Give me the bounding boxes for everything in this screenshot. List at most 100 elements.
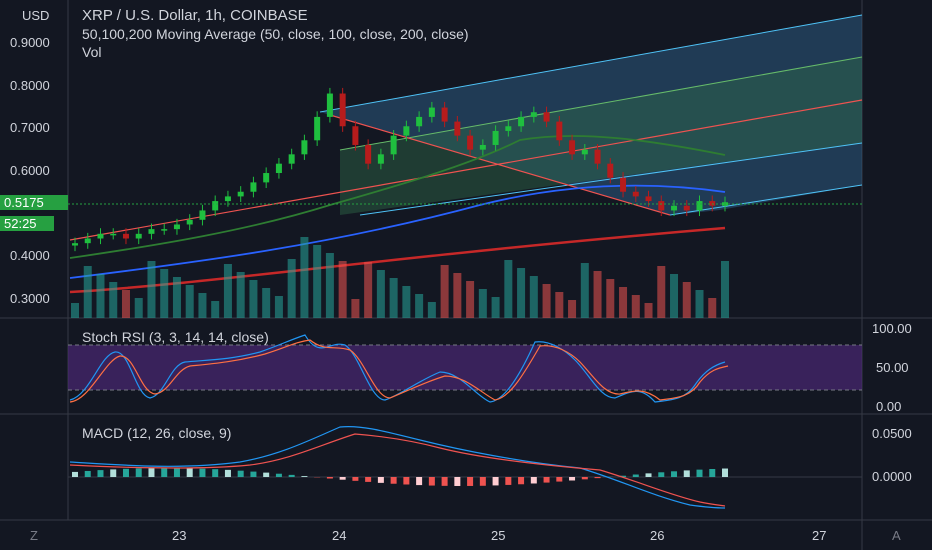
volume-bar <box>313 245 322 318</box>
candle[interactable] <box>454 121 461 136</box>
candle[interactable] <box>263 173 270 183</box>
volume-bar <box>708 298 717 318</box>
candle[interactable] <box>250 182 257 192</box>
candle[interactable] <box>479 144 486 150</box>
volume-bar <box>517 268 526 318</box>
macd-hist-bar <box>72 471 78 477</box>
macd-histogram <box>72 468 728 486</box>
volume-bar <box>402 286 411 318</box>
macd-hist-bar <box>722 468 728 477</box>
candle[interactable] <box>288 154 295 164</box>
candle[interactable] <box>326 93 333 117</box>
volume-bar <box>249 280 258 318</box>
candle[interactable] <box>530 112 537 117</box>
macd-hist-bar <box>441 477 448 486</box>
candle[interactable] <box>492 130 499 145</box>
vol-legend[interactable]: Vol <box>82 44 102 60</box>
candle[interactable] <box>199 210 206 220</box>
candle[interactable] <box>212 201 219 211</box>
stoch-label[interactable]: Stoch RSI (3, 3, 14, 14, close) <box>82 329 269 345</box>
macd-hist-bar <box>326 477 333 479</box>
candle[interactable] <box>607 163 614 178</box>
pitchfork-channel <box>69 14 863 241</box>
candle[interactable] <box>403 126 410 136</box>
candle[interactable] <box>467 135 474 150</box>
candle[interactable] <box>620 177 627 192</box>
candle[interactable] <box>594 149 601 164</box>
candle[interactable] <box>428 107 435 117</box>
candle[interactable] <box>709 201 716 206</box>
candle[interactable] <box>84 238 91 244</box>
candle[interactable] <box>122 233 129 239</box>
candle[interactable] <box>224 196 231 202</box>
price-tick-3: 0.6000 <box>10 163 50 178</box>
volume-bar <box>351 299 360 318</box>
volume-bar <box>211 301 220 318</box>
candle[interactable] <box>173 224 180 230</box>
candle[interactable] <box>581 149 588 155</box>
macd-hist-bar <box>454 477 461 486</box>
macd-hist-bar <box>594 477 601 479</box>
time-tick-26: 26 <box>650 528 665 543</box>
macd-hist-bar <box>683 470 690 477</box>
macd-hist-bar <box>428 477 435 486</box>
macd-hist-bar <box>237 470 244 477</box>
candle[interactable] <box>237 191 244 197</box>
volume-bar <box>364 262 373 318</box>
macd-hist-bar <box>543 477 550 483</box>
macd-hist-bar <box>416 477 423 486</box>
volume-bar <box>631 295 640 318</box>
macd-label[interactable]: MACD (12, 26, close, 9) <box>82 425 232 441</box>
macd-hist-bar <box>709 469 716 477</box>
volume-bar <box>721 261 729 318</box>
candle[interactable] <box>275 163 282 174</box>
macd-tick-1: 0.0000 <box>872 469 912 484</box>
currency-label[interactable]: USD <box>22 8 50 23</box>
ma-legend[interactable]: 50,100,200 Moving Average (50, close, 10… <box>82 26 469 42</box>
candle[interactable] <box>352 126 359 145</box>
candle[interactable] <box>339 93 346 127</box>
candle[interactable] <box>416 116 423 127</box>
candle[interactable] <box>518 116 525 127</box>
volume-bar <box>542 284 551 318</box>
candle[interactable] <box>301 140 308 155</box>
candle[interactable] <box>186 219 193 225</box>
candle[interactable] <box>569 140 576 155</box>
volume-bar <box>121 290 130 318</box>
candle[interactable] <box>671 205 678 211</box>
macd-hist-bar <box>84 470 91 477</box>
candle[interactable] <box>97 233 104 239</box>
candle[interactable] <box>148 229 155 234</box>
candle[interactable] <box>658 201 665 211</box>
candle[interactable] <box>314 116 321 141</box>
time-axis-right-button[interactable]: A <box>892 528 901 543</box>
time-axis-left-button[interactable]: Z <box>30 528 38 543</box>
candle[interactable] <box>696 201 703 211</box>
candle[interactable] <box>543 112 550 122</box>
candle[interactable] <box>556 121 563 141</box>
macd-hist-bar <box>263 472 270 477</box>
macd-hist-bar <box>671 471 678 477</box>
candle[interactable] <box>505 126 512 131</box>
candle[interactable] <box>645 196 652 202</box>
volume-bar <box>147 261 156 318</box>
time-tick-27: 27 <box>812 528 827 543</box>
candle[interactable] <box>390 135 397 155</box>
candle[interactable] <box>161 229 168 231</box>
candle[interactable] <box>441 107 448 122</box>
macd-hist-bar <box>632 474 639 477</box>
candle[interactable] <box>135 233 142 239</box>
candle[interactable] <box>683 205 690 211</box>
candle[interactable] <box>632 191 639 197</box>
time-tick-24: 24 <box>332 528 347 543</box>
candle[interactable] <box>72 243 78 246</box>
candle[interactable] <box>365 144 372 164</box>
candle[interactable] <box>377 154 384 164</box>
time-tick-23: 23 <box>172 528 187 543</box>
macd-hist-bar <box>518 477 525 485</box>
volume-bar <box>440 265 449 318</box>
macd-hist-bar <box>505 477 512 485</box>
candle[interactable] <box>110 233 117 236</box>
macd-hist-bar <box>250 471 257 477</box>
